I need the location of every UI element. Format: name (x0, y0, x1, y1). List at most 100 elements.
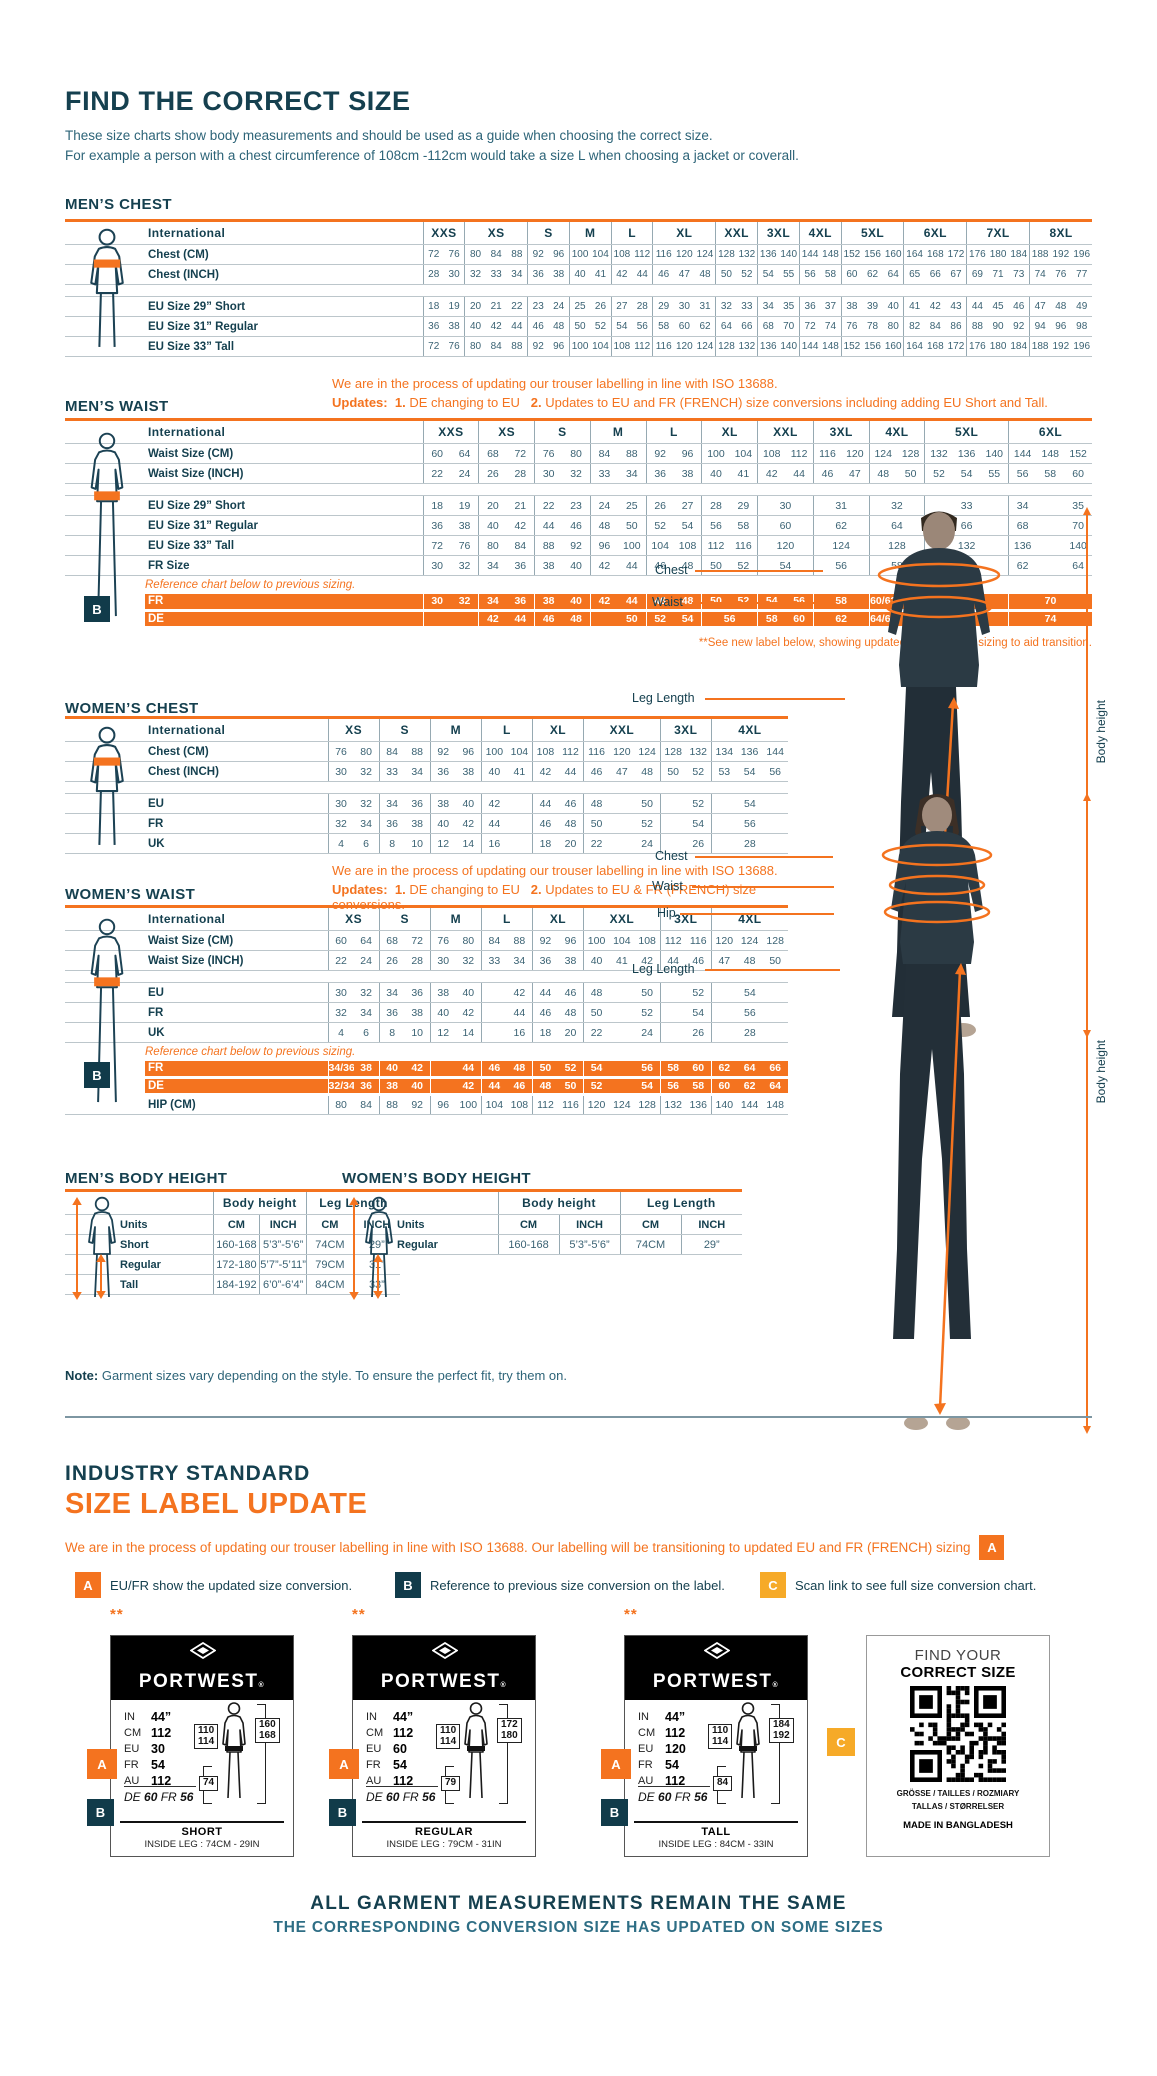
table-cell: 3XL (659, 906, 712, 931)
table-cell: 56 (710, 1002, 788, 1023)
height-measure-box: 184 192 (769, 1718, 794, 1743)
label-size-row: EU 60 (366, 1742, 407, 1756)
table-cell (145, 781, 788, 794)
table-cell: 46 (562, 515, 591, 536)
table-cell: 41 (729, 463, 758, 484)
table-cell: 66 (736, 316, 758, 337)
table-cell: 6’0”-6’4” (259, 1274, 307, 1295)
table-cell: 33 (589, 463, 619, 484)
table-cell (65, 419, 145, 444)
label-body: IN 44” CM 112 EU 30 FR 54 AU 112 DE 60 FR 56 … (111, 1700, 293, 1812)
qr-code (910, 1686, 1006, 1782)
table-cell: 28 (632, 296, 653, 317)
table-cell: 76 (443, 336, 465, 357)
table-cell: 132 (659, 1094, 686, 1115)
table-cell: 54 (757, 264, 779, 285)
table-cell: 192 (1050, 244, 1072, 265)
table-cell: 92 (562, 535, 591, 556)
mens-chest-heading: MEN’S CHEST (65, 196, 172, 213)
table-cell: 41 (609, 950, 635, 971)
table-cell: 116 (557, 1094, 584, 1115)
table-cell: 52 (685, 982, 712, 1003)
label-size-row: IN 44” (124, 1710, 172, 1724)
fit-name: SHORT (181, 1826, 223, 1838)
table-cell: 71 (987, 264, 1009, 285)
table-cell: 76 (1050, 264, 1072, 285)
portwest-diamond-icon (432, 1642, 458, 1659)
table-cell: 50 (659, 761, 686, 782)
legend-item-c: C Scan link to see full size conversion … (760, 1572, 1036, 1598)
label-size-row: FR 54 (638, 1758, 679, 1772)
table-cell: 44 (531, 793, 558, 814)
table-cell: 132 (924, 443, 953, 464)
table-cell: CM (497, 1214, 559, 1235)
portwest-diamond-icon (190, 1642, 216, 1659)
row-label: Waist Size (INCH) (145, 463, 423, 484)
table-cell: 116 (652, 244, 674, 265)
table-cell: 12 (429, 1022, 456, 1043)
table-cell: 12 (429, 833, 456, 854)
table-cell: 42 (506, 515, 535, 536)
table-cell: 58 (729, 515, 758, 536)
table-cell: 60 (673, 316, 695, 337)
table-cell (480, 982, 507, 1003)
table-cell: 34 (478, 593, 507, 612)
table-cell: 42 (485, 316, 507, 337)
table-cell (65, 296, 145, 317)
table-cell: 48 (557, 1002, 584, 1023)
table-cell: 6 (353, 1022, 380, 1043)
footer-line2: THE CORRESPONDING CONVERSION SIZE HAS UP… (273, 1919, 884, 1936)
table-cell: 50 (896, 463, 925, 484)
table-cell: S (534, 419, 591, 444)
table-cell: Body height (497, 1190, 621, 1215)
table-cell: 136 (685, 1094, 712, 1115)
table-cell: 52 (645, 515, 674, 536)
table-cell: 116 (729, 535, 758, 556)
table-cell: 124 (609, 1094, 635, 1115)
table-cell: 56 (701, 515, 730, 536)
table-cell: 30 (429, 950, 456, 971)
table-cell: 112 (557, 741, 584, 762)
table-cell: 96 (548, 244, 570, 265)
womens-body-height-heading: WOMEN’S BODY HEIGHT (342, 1170, 531, 1187)
table-cell: Body height (212, 1190, 307, 1215)
footer-line1: ALL GARMENT MEASUREMENTS REMAIN THE SAME (310, 1893, 847, 1914)
table-cell: 6XL (1007, 419, 1093, 444)
table-cell: 44 (531, 982, 558, 1003)
table-cell: 124 (634, 741, 661, 762)
portwest-logo-text: PORTWEST® (380, 1671, 508, 1692)
table-cell: 18 (422, 495, 451, 516)
table-cell: 44 (557, 761, 584, 782)
table-cell: 32 (562, 463, 591, 484)
table-cell: 66 (924, 264, 946, 285)
label-figure-icon (213, 1702, 255, 1809)
table-cell: 24 (548, 296, 570, 317)
table-cell: 60 (422, 443, 451, 464)
size-label-card-regular: PORTWEST® IN 44” CM 112 EU 60 FR 54 AU 112 DE… (329, 1635, 536, 1857)
table-cell: 47 (609, 761, 635, 782)
table-cell: 172 (945, 336, 967, 357)
table-cell: 124 (812, 535, 870, 556)
table-cell: 28 (422, 264, 444, 285)
table-cell: 32 (715, 296, 737, 317)
table-cell: 76 (840, 316, 863, 337)
table-cell: 58 (1036, 463, 1065, 484)
table-cell: 26 (685, 1022, 712, 1043)
table-cell: 56 (1007, 463, 1037, 484)
table-cell: 56 (762, 761, 788, 782)
c-badge: C (760, 1572, 786, 1598)
table-cell: 24 (450, 463, 479, 484)
table-cell: 74CM (306, 1234, 354, 1255)
table-cell: 28 (710, 833, 788, 854)
table-cell: 50 (531, 1060, 558, 1079)
legend-text: Reference to previous size conversion on… (430, 1577, 725, 1593)
table-cell: 92 (429, 741, 456, 762)
table-cell: 38 (548, 264, 570, 285)
leg-measure-box: 84 (713, 1776, 733, 1791)
table-cell: 156 (862, 244, 883, 265)
row-label: EU (145, 793, 329, 814)
table-cell (65, 1022, 145, 1043)
table-cell: 72 (798, 316, 821, 337)
label-size-row: FR 54 (124, 1758, 165, 1772)
table-cell: 38 (673, 463, 702, 484)
